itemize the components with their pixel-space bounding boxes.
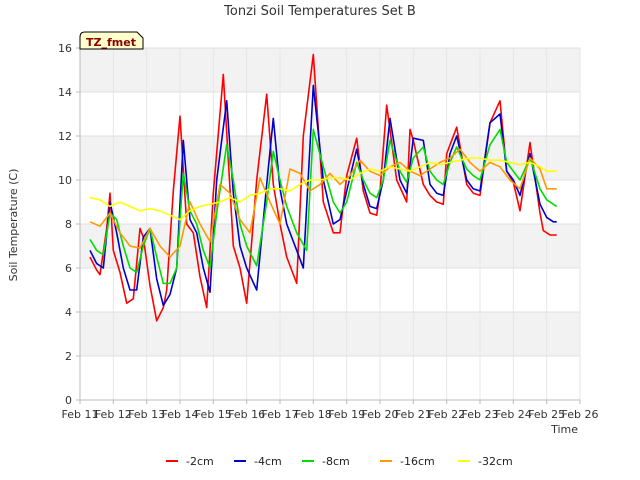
- x-tick-label: Feb 23: [462, 408, 499, 421]
- plot-band: [80, 48, 580, 92]
- plot-band: [80, 268, 580, 312]
- x-tick-label: Feb 25: [528, 408, 565, 421]
- y-tick-label: 12: [58, 130, 72, 143]
- legend-item: -8cm: [302, 455, 350, 468]
- chart-title: Tonzi Soil Temperatures Set B: [223, 4, 416, 19]
- legend-item: -4cm: [234, 455, 282, 468]
- x-axis-label: Time: [550, 423, 578, 436]
- x-tick-label: Feb 22: [428, 408, 465, 421]
- x-tick-label: Feb 13: [128, 408, 165, 421]
- y-tick-label: 6: [65, 262, 72, 275]
- plot-band: [80, 312, 580, 356]
- plot-background: [80, 48, 580, 400]
- badge-label: TZ_fmet: [86, 36, 136, 49]
- x-tick-label: Feb 17: [262, 408, 299, 421]
- legend: -2cm -4cm -8cm -16cm -32cm: [166, 455, 513, 468]
- y-axis-label: Soil Temperature (C): [7, 169, 20, 282]
- y-tick-label: 4: [65, 306, 72, 319]
- badge-box: [79, 31, 144, 50]
- x-tick-label: Feb 20: [362, 408, 399, 421]
- series-line-4cmcm: [89, 84, 557, 307]
- legend-item: -2cm: [166, 455, 214, 468]
- y-tick-label: 2: [65, 350, 72, 363]
- x-tick-label: Feb 12: [95, 408, 132, 421]
- plot-band: [80, 224, 580, 268]
- y-tick-label: 14: [58, 86, 72, 99]
- x-tick-label: Feb 24: [495, 408, 532, 421]
- x-tick-label: Feb 26: [562, 408, 599, 421]
- series-layer: [89, 53, 558, 322]
- x-tick-label: Feb 19: [328, 408, 365, 421]
- series-line-8cmcm: [89, 128, 558, 285]
- x-tick-label: Feb 15: [195, 408, 232, 421]
- plot-band: [80, 180, 580, 224]
- x-tick-label: Feb 14: [162, 408, 199, 421]
- series-line-2cmcm: [89, 53, 557, 322]
- plot-band: [80, 356, 580, 400]
- y-axis-ticks: 0 2 4 6 8 10 12 14 16: [58, 42, 80, 407]
- x-tick-label: Feb 16: [228, 408, 265, 421]
- x-tick-label: Feb 21: [395, 408, 432, 421]
- legend-item: -32cm: [458, 455, 513, 468]
- legend-label: -8cm: [322, 455, 350, 468]
- legend-label: -4cm: [254, 455, 282, 468]
- x-tick-label: Feb 18: [295, 408, 332, 421]
- y-tick-label: 8: [65, 218, 72, 231]
- legend-label: -2cm: [186, 455, 214, 468]
- y-tick-label: 0: [65, 394, 72, 407]
- x-tick-label: Feb 11: [62, 408, 99, 421]
- series-line-32cmcm: [89, 157, 557, 221]
- legend-item: -16cm: [380, 455, 435, 468]
- site-badge: TZ_fmet: [79, 31, 144, 50]
- legend-label: -32cm: [478, 455, 513, 468]
- legend-label: -16cm: [400, 455, 435, 468]
- plot-band: [80, 92, 580, 136]
- y-tick-label: 16: [58, 42, 72, 55]
- y-tick-label: 10: [58, 174, 72, 187]
